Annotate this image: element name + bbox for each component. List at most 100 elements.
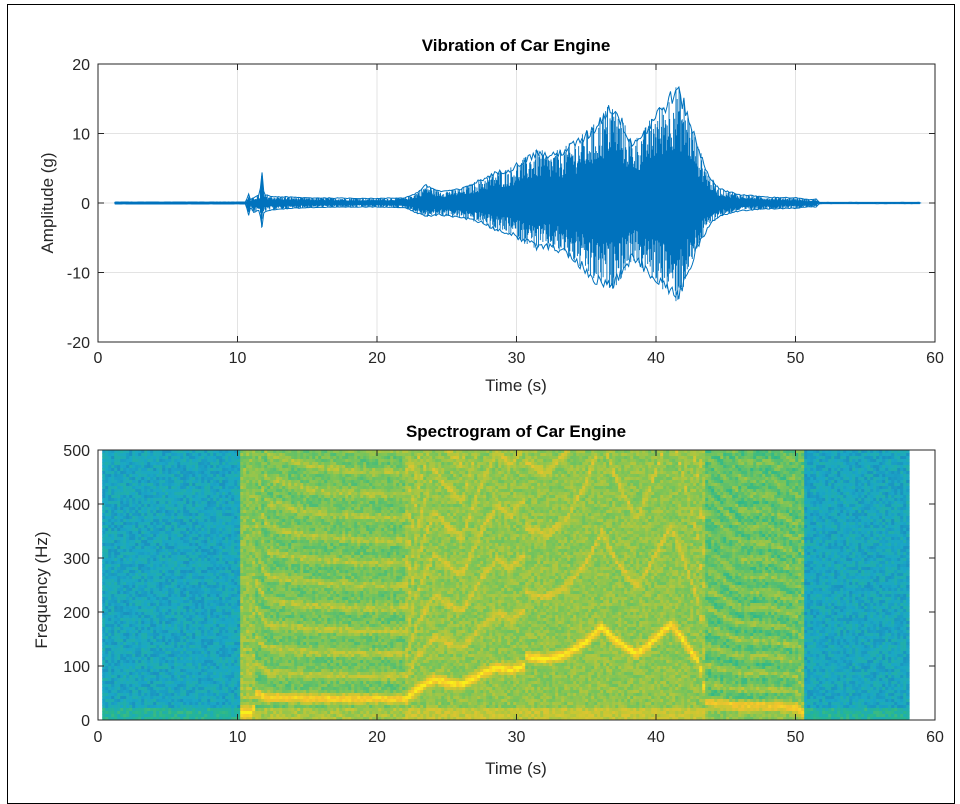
spectrogram-cell: [108, 585, 111, 588]
spectrogram-cell: [141, 654, 144, 657]
spectrogram-cell: [249, 678, 252, 681]
spectrogram-cell: [162, 579, 165, 582]
spectrogram-cell: [255, 582, 258, 585]
spectrogram-cell: [165, 501, 168, 504]
spectrogram-cell: [123, 573, 126, 576]
spectrogram-cell: [150, 522, 153, 525]
spectrogram-cell: [264, 627, 267, 630]
spectrogram-cell: [111, 573, 114, 576]
spectrogram-cell: [228, 678, 231, 681]
spectrogram-cell: [114, 534, 117, 537]
spectrogram-cell: [231, 687, 234, 690]
spectrogram-cell: [138, 633, 141, 636]
spectrogram-cell: [120, 651, 123, 654]
spectrogram-cell: [216, 531, 219, 534]
spectrogram-cell: [204, 477, 207, 480]
spectrogram-cell: [258, 573, 261, 576]
spectrogram-cell: [234, 675, 237, 678]
spectrogram-cell: [174, 531, 177, 534]
spectrogram-cell: [198, 591, 201, 594]
spectrogram-cell: [159, 630, 162, 633]
spectrogram-cell: [102, 714, 105, 717]
spectrogram-cell: [252, 483, 255, 486]
spectrogram-cell: [132, 474, 135, 477]
spectrogram-cell: [231, 474, 234, 477]
spectrogram-cell: [258, 612, 261, 615]
spectrogram-cell: [210, 477, 213, 480]
spectrogram-cell: [225, 516, 228, 519]
spectrogram-cell: [216, 612, 219, 615]
spectrogram-cell: [147, 474, 150, 477]
spectrogram-cell: [162, 486, 165, 489]
spectrogram-cell: [258, 678, 261, 681]
spectrogram-cell: [213, 576, 216, 579]
spectrogram-cell: [150, 594, 153, 597]
spectrogram-cell: [231, 585, 234, 588]
spectrogram-cell: [246, 465, 249, 468]
spectrogram-cell: [171, 507, 174, 510]
spectrogram-cell: [141, 465, 144, 468]
spectrogram-cell: [105, 528, 108, 531]
spectrogram-cell: [195, 606, 198, 609]
spectrogram-cell: [144, 591, 147, 594]
spectrogram-cell: [159, 480, 162, 483]
spectrogram-cell: [213, 660, 216, 663]
spectrogram-cell: [234, 594, 237, 597]
spectrogram-cell: [207, 471, 210, 474]
spectrogram-cell: [201, 480, 204, 483]
spectrogram-cell: [225, 708, 228, 711]
spectrogram-cell: [258, 648, 261, 651]
spectrogram-cell: [249, 636, 252, 639]
spectrogram-cell: [198, 459, 201, 462]
spectrogram-cell: [261, 588, 264, 591]
spectrogram-cell: [165, 519, 168, 522]
spectrogram-cell: [228, 456, 231, 459]
spectrogram-cell: [174, 579, 177, 582]
spectrogram-cell: [171, 702, 174, 705]
spectrogram-cell: [219, 558, 222, 561]
spectrogram-cell: [204, 693, 207, 696]
spectrogram-cell: [213, 633, 216, 636]
spectrogram-cell: [243, 633, 246, 636]
spectrogram-cell: [144, 702, 147, 705]
spectrogram-cell: [117, 510, 120, 513]
spectrogram-cell: [264, 678, 267, 681]
spectrogram-cell: [117, 495, 120, 498]
spectrogram-cell: [165, 510, 168, 513]
spectrogram-cell: [228, 648, 231, 651]
spectrogram-cell: [180, 621, 183, 624]
spectrogram-cell: [156, 669, 159, 672]
spectrogram-cell: [156, 639, 159, 642]
spectrogram-cell: [105, 507, 108, 510]
spectrogram-cell: [219, 519, 222, 522]
spectrogram-cell: [177, 507, 180, 510]
spectrogram-cell: [117, 561, 120, 564]
spectrogram-cell: [165, 528, 168, 531]
spectrogram-cell: [171, 582, 174, 585]
spectrogram-cell: [183, 453, 186, 456]
spectrogram-cell: [264, 498, 267, 501]
spectrogram-cell: [219, 540, 222, 543]
spectrogram-cell: [183, 612, 186, 615]
spectrogram-cell: [231, 672, 234, 675]
spectrogram-cell: [222, 675, 225, 678]
spectrogram-cell: [264, 645, 267, 648]
spectrogram-cell: [144, 705, 147, 708]
spectrogram-cell: [162, 522, 165, 525]
spectrogram-cell: [168, 450, 171, 453]
spectrogram-cell: [165, 603, 168, 606]
spectrogram-cell: [147, 630, 150, 633]
spectrogram-cell: [162, 471, 165, 474]
spectrogram-cell: [138, 684, 141, 687]
spectrogram-cell: [192, 516, 195, 519]
spectrogram-cell: [228, 699, 231, 702]
spectrogram-cell: [138, 564, 141, 567]
spectrogram-cell: [216, 585, 219, 588]
spectrogram-cell: [237, 495, 240, 498]
spectrogram-cell: [162, 528, 165, 531]
spectrogram-cell: [102, 645, 105, 648]
spectrogram-cell: [204, 681, 207, 684]
spectrogram-cell: [252, 609, 255, 612]
spectrogram-cell: [162, 639, 165, 642]
spectrogram-cell: [123, 699, 126, 702]
